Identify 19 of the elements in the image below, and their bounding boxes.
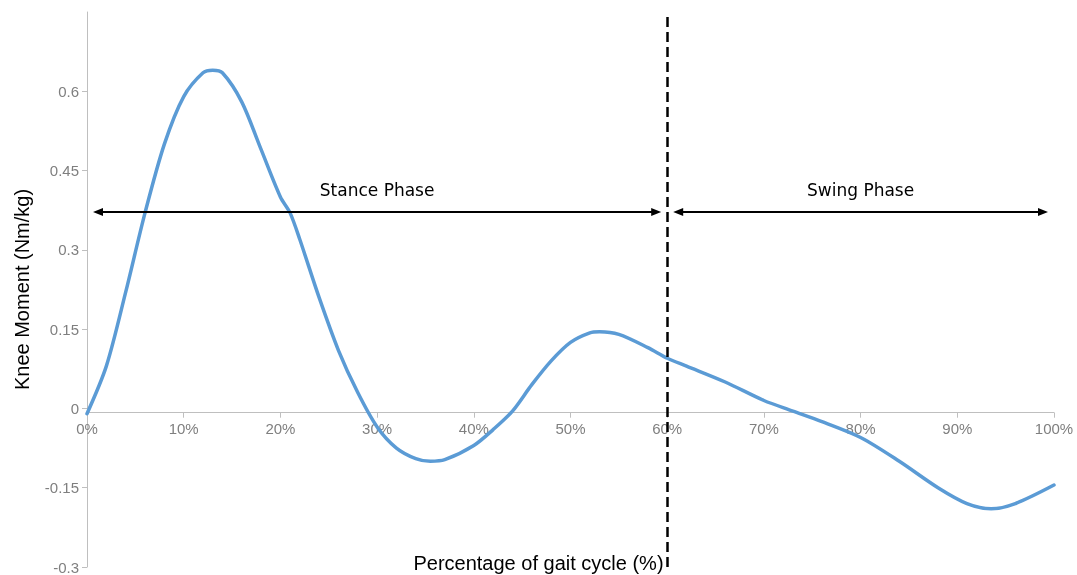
- x-tick-label: 40%: [458, 419, 489, 437]
- x-tick-label: 100%: [1034, 419, 1074, 437]
- x-tick-label: 20%: [265, 419, 296, 437]
- x-axis-title: Percentage of gait cycle (%): [413, 552, 664, 574]
- annotation: Swing Phase: [807, 180, 915, 200]
- y-tick-label: -0.15: [44, 479, 79, 497]
- y-tick-label: 0: [70, 399, 79, 417]
- x-tick-label: 50%: [555, 419, 586, 437]
- x-tick-label: 90%: [942, 419, 973, 437]
- y-axis-title: Knee Moment (Nm/kg): [11, 188, 33, 391]
- x-tick-label: 10%: [168, 419, 199, 437]
- x-tick-label: 70%: [748, 419, 779, 437]
- y-tick-label: -0.3: [53, 558, 79, 575]
- y-tick-label: 0.45: [49, 162, 79, 180]
- y-tick-label: 0.6: [58, 82, 79, 100]
- annotation: Stance Phase: [319, 180, 435, 200]
- y-tick-label: 0.15: [49, 320, 79, 338]
- y-tick-label: 0.3: [58, 241, 79, 259]
- x-tick-label: 0%: [76, 419, 98, 437]
